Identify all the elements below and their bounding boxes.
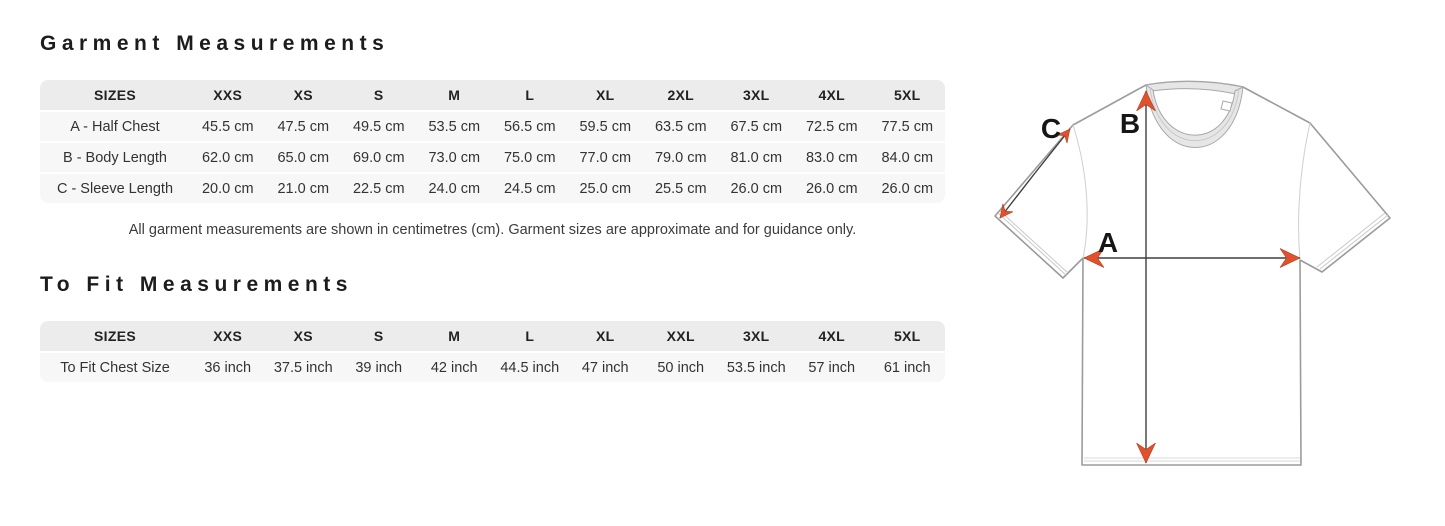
measurement-cell: 26.0 cm bbox=[794, 174, 870, 203]
row-label: B - Body Length bbox=[40, 143, 190, 172]
table-row: To Fit Chest Size 36 inch 37.5 inch 39 inch… bbox=[40, 353, 945, 382]
column-header: XXL bbox=[643, 321, 719, 351]
measurement-cell: 47 inch bbox=[567, 353, 643, 382]
to-fit-measurements-table: SIZES XXS XS S M L XL XXL 3XL 4XL 5XL To Fit Chest … bbox=[40, 319, 945, 384]
column-header: L bbox=[492, 80, 568, 110]
measurement-cell: 36 inch bbox=[190, 353, 266, 382]
column-header: 3XL bbox=[718, 80, 794, 110]
column-header: S bbox=[341, 321, 417, 351]
right-cuff-stitch bbox=[1316, 212, 1389, 270]
measurement-cell: 47.5 cm bbox=[265, 112, 341, 141]
measurement-cell: 62.0 cm bbox=[190, 143, 266, 172]
sleeve-length-arrow-upper bbox=[1034, 129, 1071, 174]
column-header: XXS bbox=[190, 321, 266, 351]
measurement-cell: 81.0 cm bbox=[718, 143, 794, 172]
measurement-cell: 61 inch bbox=[869, 353, 945, 382]
column-header: 2XL bbox=[643, 80, 719, 110]
tshirt-measurement-diagram: C B A bbox=[994, 80, 1391, 466]
header-row: SIZES XXS XS S M L XL XXL 3XL 4XL 5XL bbox=[40, 321, 945, 351]
measurement-cell: 83.0 cm bbox=[794, 143, 870, 172]
measurement-cell: 56.5 cm bbox=[492, 112, 568, 141]
measurement-cell: 37.5 inch bbox=[265, 353, 341, 382]
table-row: A - Half Chest 45.5 cm 47.5 cm 49.5 cm 53.5 … bbox=[40, 112, 945, 141]
measurement-cell: 24.0 cm bbox=[416, 174, 492, 203]
measurement-cell: 39 inch bbox=[341, 353, 417, 382]
measurement-cell: 50 inch bbox=[643, 353, 719, 382]
column-header: XS bbox=[265, 80, 341, 110]
measurement-cell: 53.5 inch bbox=[718, 353, 794, 382]
measurement-cell: 57 inch bbox=[794, 353, 870, 382]
measurement-cell: 79.0 cm bbox=[643, 143, 719, 172]
column-header: SIZES bbox=[40, 321, 190, 351]
measurement-cell: 44.5 inch bbox=[492, 353, 568, 382]
measurement-cell: 77.0 cm bbox=[567, 143, 643, 172]
body-length-label: B bbox=[1120, 108, 1140, 139]
half-chest-label: A bbox=[1098, 227, 1118, 258]
garment-measurements-title: Garment Measurements bbox=[40, 32, 390, 55]
table-row: B - Body Length 62.0 cm 65.0 cm 69.0 cm 73.0… bbox=[40, 143, 945, 172]
measurement-cell: 77.5 cm bbox=[869, 112, 945, 141]
collar-tag bbox=[1220, 100, 1233, 112]
column-header: 4XL bbox=[794, 80, 870, 110]
hem-stitch bbox=[1084, 457, 1300, 462]
measurement-cell: 25.5 cm bbox=[643, 174, 719, 203]
to-fit-measurements-title: To Fit Measurements bbox=[40, 273, 353, 296]
measurement-cell: 26.0 cm bbox=[718, 174, 794, 203]
column-header: M bbox=[416, 80, 492, 110]
measurement-cell: 42 inch bbox=[416, 353, 492, 382]
header-row: SIZES XXS XS S M L XL 2XL 3XL 4XL 5XL bbox=[40, 80, 945, 110]
measurement-cell: 65.0 cm bbox=[265, 143, 341, 172]
column-header: XXS bbox=[190, 80, 266, 110]
measurement-cell: 69.0 cm bbox=[341, 143, 417, 172]
column-header: SIZES bbox=[40, 80, 190, 110]
measurement-cell: 63.5 cm bbox=[643, 112, 719, 141]
measurement-cell: 84.0 cm bbox=[869, 143, 945, 172]
column-header: 5XL bbox=[869, 80, 945, 110]
column-header: XL bbox=[567, 80, 643, 110]
measurement-cell: 45.5 cm bbox=[190, 112, 266, 141]
measurement-cell: 67.5 cm bbox=[718, 112, 794, 141]
measurement-cell: 75.0 cm bbox=[492, 143, 568, 172]
column-header: M bbox=[416, 321, 492, 351]
measurement-cell: 24.5 cm bbox=[492, 174, 568, 203]
measurements-note: All garment measurements are shown in ce… bbox=[128, 222, 857, 238]
measurement-cell: 72.5 cm bbox=[794, 112, 870, 141]
measurement-cell: 21.0 cm bbox=[265, 174, 341, 203]
measurement-cell: 59.5 cm bbox=[567, 112, 643, 141]
column-header: L bbox=[492, 321, 568, 351]
measurement-cell: 20.0 cm bbox=[190, 174, 266, 203]
column-header: XL bbox=[567, 321, 643, 351]
column-header: XS bbox=[265, 321, 341, 351]
column-header: 5XL bbox=[869, 321, 945, 351]
measurement-cell: 73.0 cm bbox=[416, 143, 492, 172]
sleeve-length-label: C bbox=[1041, 113, 1061, 144]
left-cuff-stitch bbox=[997, 210, 1069, 276]
measurement-cell: 25.0 cm bbox=[567, 174, 643, 203]
table-row: C - Sleeve Length 20.0 cm 21.0 cm 22.5 cm 24… bbox=[40, 174, 945, 203]
measurement-cell: 22.5 cm bbox=[341, 174, 417, 203]
column-header: 4XL bbox=[794, 321, 870, 351]
row-label: C - Sleeve Length bbox=[40, 174, 190, 203]
measurement-cell: 49.5 cm bbox=[341, 112, 417, 141]
row-label: A - Half Chest bbox=[40, 112, 190, 141]
garment-measurements-table: SIZES XXS XS S M L XL 2XL 3XL 4XL 5XL A - Half Ches… bbox=[40, 78, 945, 205]
column-header: S bbox=[341, 80, 417, 110]
sleeve-length-arrow-lower bbox=[999, 172, 1036, 218]
measurement-cell: 26.0 cm bbox=[869, 174, 945, 203]
row-label: To Fit Chest Size bbox=[40, 353, 190, 382]
column-header: 3XL bbox=[718, 321, 794, 351]
measurement-cell: 53.5 cm bbox=[416, 112, 492, 141]
